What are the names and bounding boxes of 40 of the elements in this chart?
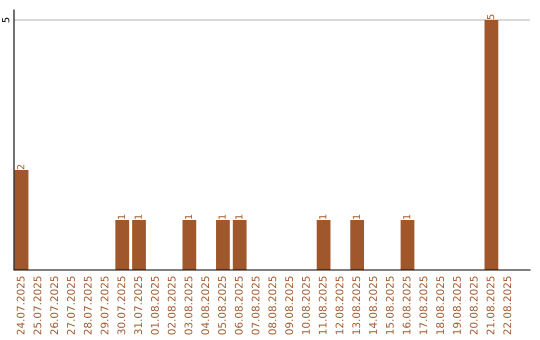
x-tick-label: 16.08.2025 xyxy=(402,276,411,334)
x-tick-label: 28.07.2025 xyxy=(84,276,92,334)
x-tick-label: 07.08.2025 xyxy=(252,276,260,335)
x-tick-label: 21.08.2025 xyxy=(486,276,494,334)
x-tick-label: 24.07.2025 xyxy=(16,276,25,334)
x-tick-label: 14.08.2025 xyxy=(369,276,377,334)
x-tick-label: 17.08.2025 xyxy=(419,276,428,334)
data-label: 1 xyxy=(118,214,125,219)
data-label: 1 xyxy=(403,214,410,219)
x-tick-label: 27.07.2025 xyxy=(67,276,75,334)
x-tick-label: 19.08.2025 xyxy=(452,276,461,334)
x-tick-label: 30.07.2025 xyxy=(117,276,126,334)
x-tick-label: 10.08.2025 xyxy=(302,276,310,334)
x-tick-label: 04.08.2025 xyxy=(201,276,210,335)
x-tick-label: 15.08.2025 xyxy=(386,276,394,334)
data-label: 1 xyxy=(218,214,226,219)
x-tick-label: 05.08.2025 xyxy=(218,276,226,335)
x-tick-label: 02.08.2025 xyxy=(168,276,176,335)
data-label: 1 xyxy=(235,214,242,219)
data-label: 1 xyxy=(184,214,192,219)
x-tick-label: 31.07.2025 xyxy=(134,276,142,334)
x-tick-label: 03.08.2025 xyxy=(184,276,192,335)
x-tick-label: 18.08.2025 xyxy=(436,276,444,334)
x-tick-label: 29.07.2025 xyxy=(100,276,108,334)
x-tick-label: 08.08.2025 xyxy=(268,276,276,335)
data-label: 1 xyxy=(319,214,326,219)
data-label: 1 xyxy=(134,214,142,219)
data-label: 1 xyxy=(352,214,360,219)
x-tick-label: 25.07.2025 xyxy=(33,276,42,334)
x-tick-label: 20.08.2025 xyxy=(470,276,478,334)
data-label: 5 xyxy=(487,14,494,20)
x-tick-label: 09.08.2025 xyxy=(285,276,294,335)
x-tick-label: 13.08.2025 xyxy=(352,276,360,334)
x-tick-label: 01.08.2025 xyxy=(150,276,159,335)
x-tick-label: 22.08.2025 xyxy=(503,276,512,334)
x-tick-label: 11.08.2025 xyxy=(318,276,327,334)
data-label: 2 xyxy=(17,164,24,170)
x-tick-label: 06.08.2025 xyxy=(234,276,243,335)
x-tick-label: 12.08.2025 xyxy=(336,276,344,334)
x-tick-label: 26.07.2025 xyxy=(50,276,58,334)
